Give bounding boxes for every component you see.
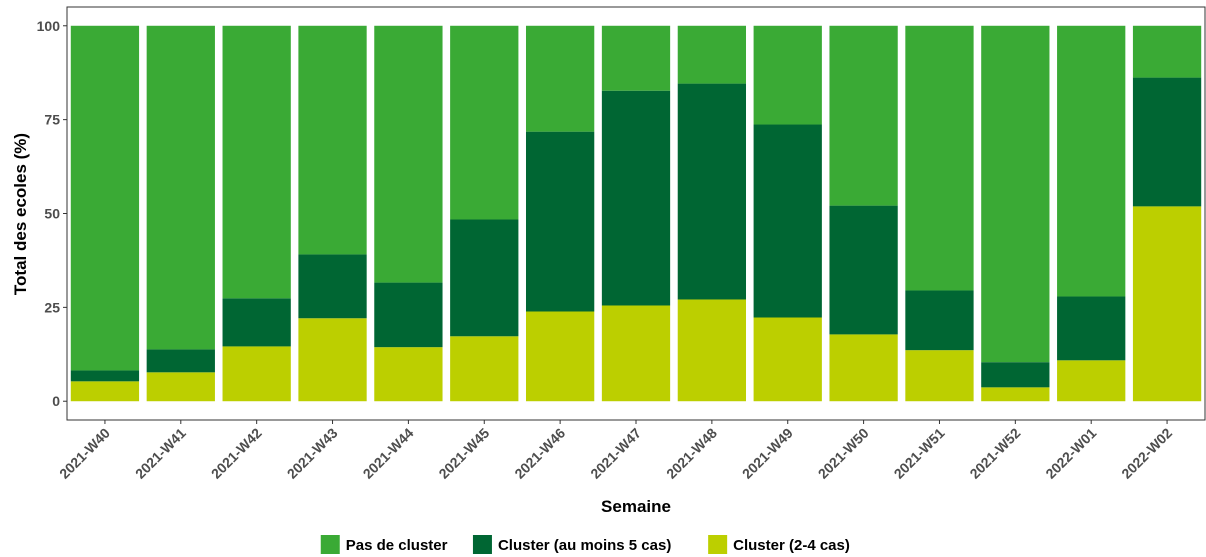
bar-segment bbox=[70, 25, 140, 371]
bar-segment bbox=[70, 370, 140, 382]
y-axis-title: Total des ecoles (%) bbox=[11, 133, 30, 295]
y-tick-label: 0 bbox=[52, 393, 60, 409]
x-tick-label: 2021-W46 bbox=[511, 425, 568, 482]
legend-label: Cluster (2-4 cas) bbox=[733, 537, 850, 554]
x-tick-label: 2021-W44 bbox=[360, 425, 417, 482]
bar-segment bbox=[374, 347, 443, 402]
x-tick-label: 2021-W52 bbox=[966, 425, 1023, 482]
bar-segment bbox=[829, 334, 898, 402]
bar-segment bbox=[981, 362, 1050, 388]
bar-segment bbox=[70, 381, 140, 402]
bar-segment bbox=[525, 311, 595, 402]
bar-segment bbox=[1057, 360, 1126, 402]
x-tick-label: 2021-W50 bbox=[815, 425, 872, 482]
x-axis-title: Semaine bbox=[601, 497, 671, 516]
bar-segment bbox=[1132, 77, 1202, 207]
bar-segment bbox=[1057, 25, 1126, 297]
bar-segment bbox=[601, 25, 671, 91]
x-tick-label: 2021-W51 bbox=[891, 425, 948, 482]
bar-segment bbox=[677, 83, 747, 300]
legend-label: Pas de cluster bbox=[346, 537, 448, 554]
bar-segment bbox=[450, 219, 519, 337]
bar-segment bbox=[450, 336, 519, 402]
bar-segment bbox=[298, 254, 367, 319]
x-tick-label: 2022-W02 bbox=[1118, 425, 1175, 482]
bar-segment bbox=[146, 25, 215, 350]
bar-segment bbox=[298, 318, 367, 402]
x-tick-label: 2021-W41 bbox=[132, 425, 189, 482]
bar-segment bbox=[753, 25, 822, 125]
legend-swatch bbox=[472, 535, 492, 554]
x-tick-label: 2021-W48 bbox=[663, 425, 720, 482]
bar-segment bbox=[222, 25, 291, 299]
bar-segment bbox=[601, 305, 671, 402]
bar-segment bbox=[753, 124, 822, 318]
x-tick-label: 2021-W47 bbox=[587, 425, 644, 482]
bar-segment bbox=[905, 350, 974, 402]
x-tick-label: 2022-W01 bbox=[1042, 425, 1099, 482]
bar-segment bbox=[374, 25, 443, 283]
bar-segment bbox=[525, 25, 595, 132]
bar-segment bbox=[1132, 206, 1202, 402]
x-tick-label: 2021-W49 bbox=[739, 425, 796, 482]
bar-segment bbox=[829, 25, 898, 206]
bar-segment bbox=[450, 25, 519, 220]
bar-segment bbox=[677, 299, 747, 402]
bar-segment bbox=[298, 25, 367, 255]
bar-segment bbox=[829, 205, 898, 335]
y-tick-label: 25 bbox=[44, 299, 60, 315]
bar-segment bbox=[981, 387, 1050, 402]
bar-segment bbox=[525, 131, 595, 312]
y-tick-label: 100 bbox=[37, 18, 61, 34]
legend-swatch bbox=[708, 535, 728, 554]
bar-segment bbox=[1132, 25, 1202, 78]
bar-segment bbox=[981, 25, 1050, 363]
x-tick-label: 2021-W45 bbox=[435, 425, 492, 482]
bar-segment bbox=[222, 346, 291, 402]
bar-segment bbox=[222, 298, 291, 347]
y-tick-label: 50 bbox=[44, 206, 60, 222]
x-tick-label: 2021-W42 bbox=[208, 425, 265, 482]
bar-segment bbox=[146, 349, 215, 373]
legend-label: Cluster (au moins 5 cas) bbox=[498, 537, 671, 554]
bar-segment bbox=[374, 282, 443, 348]
y-tick-label: 75 bbox=[44, 112, 60, 128]
bar-segment bbox=[601, 90, 671, 306]
bar-segment bbox=[905, 290, 974, 351]
bar-segment bbox=[753, 317, 822, 402]
x-tick-label: 2021-W43 bbox=[284, 425, 341, 482]
bar-segment bbox=[1057, 296, 1126, 361]
legend-swatch bbox=[320, 535, 340, 554]
x-tick-label: 2021-W40 bbox=[56, 425, 113, 482]
bar-segment bbox=[146, 372, 215, 402]
bar-segment bbox=[677, 25, 747, 84]
bar-segment bbox=[905, 25, 974, 291]
